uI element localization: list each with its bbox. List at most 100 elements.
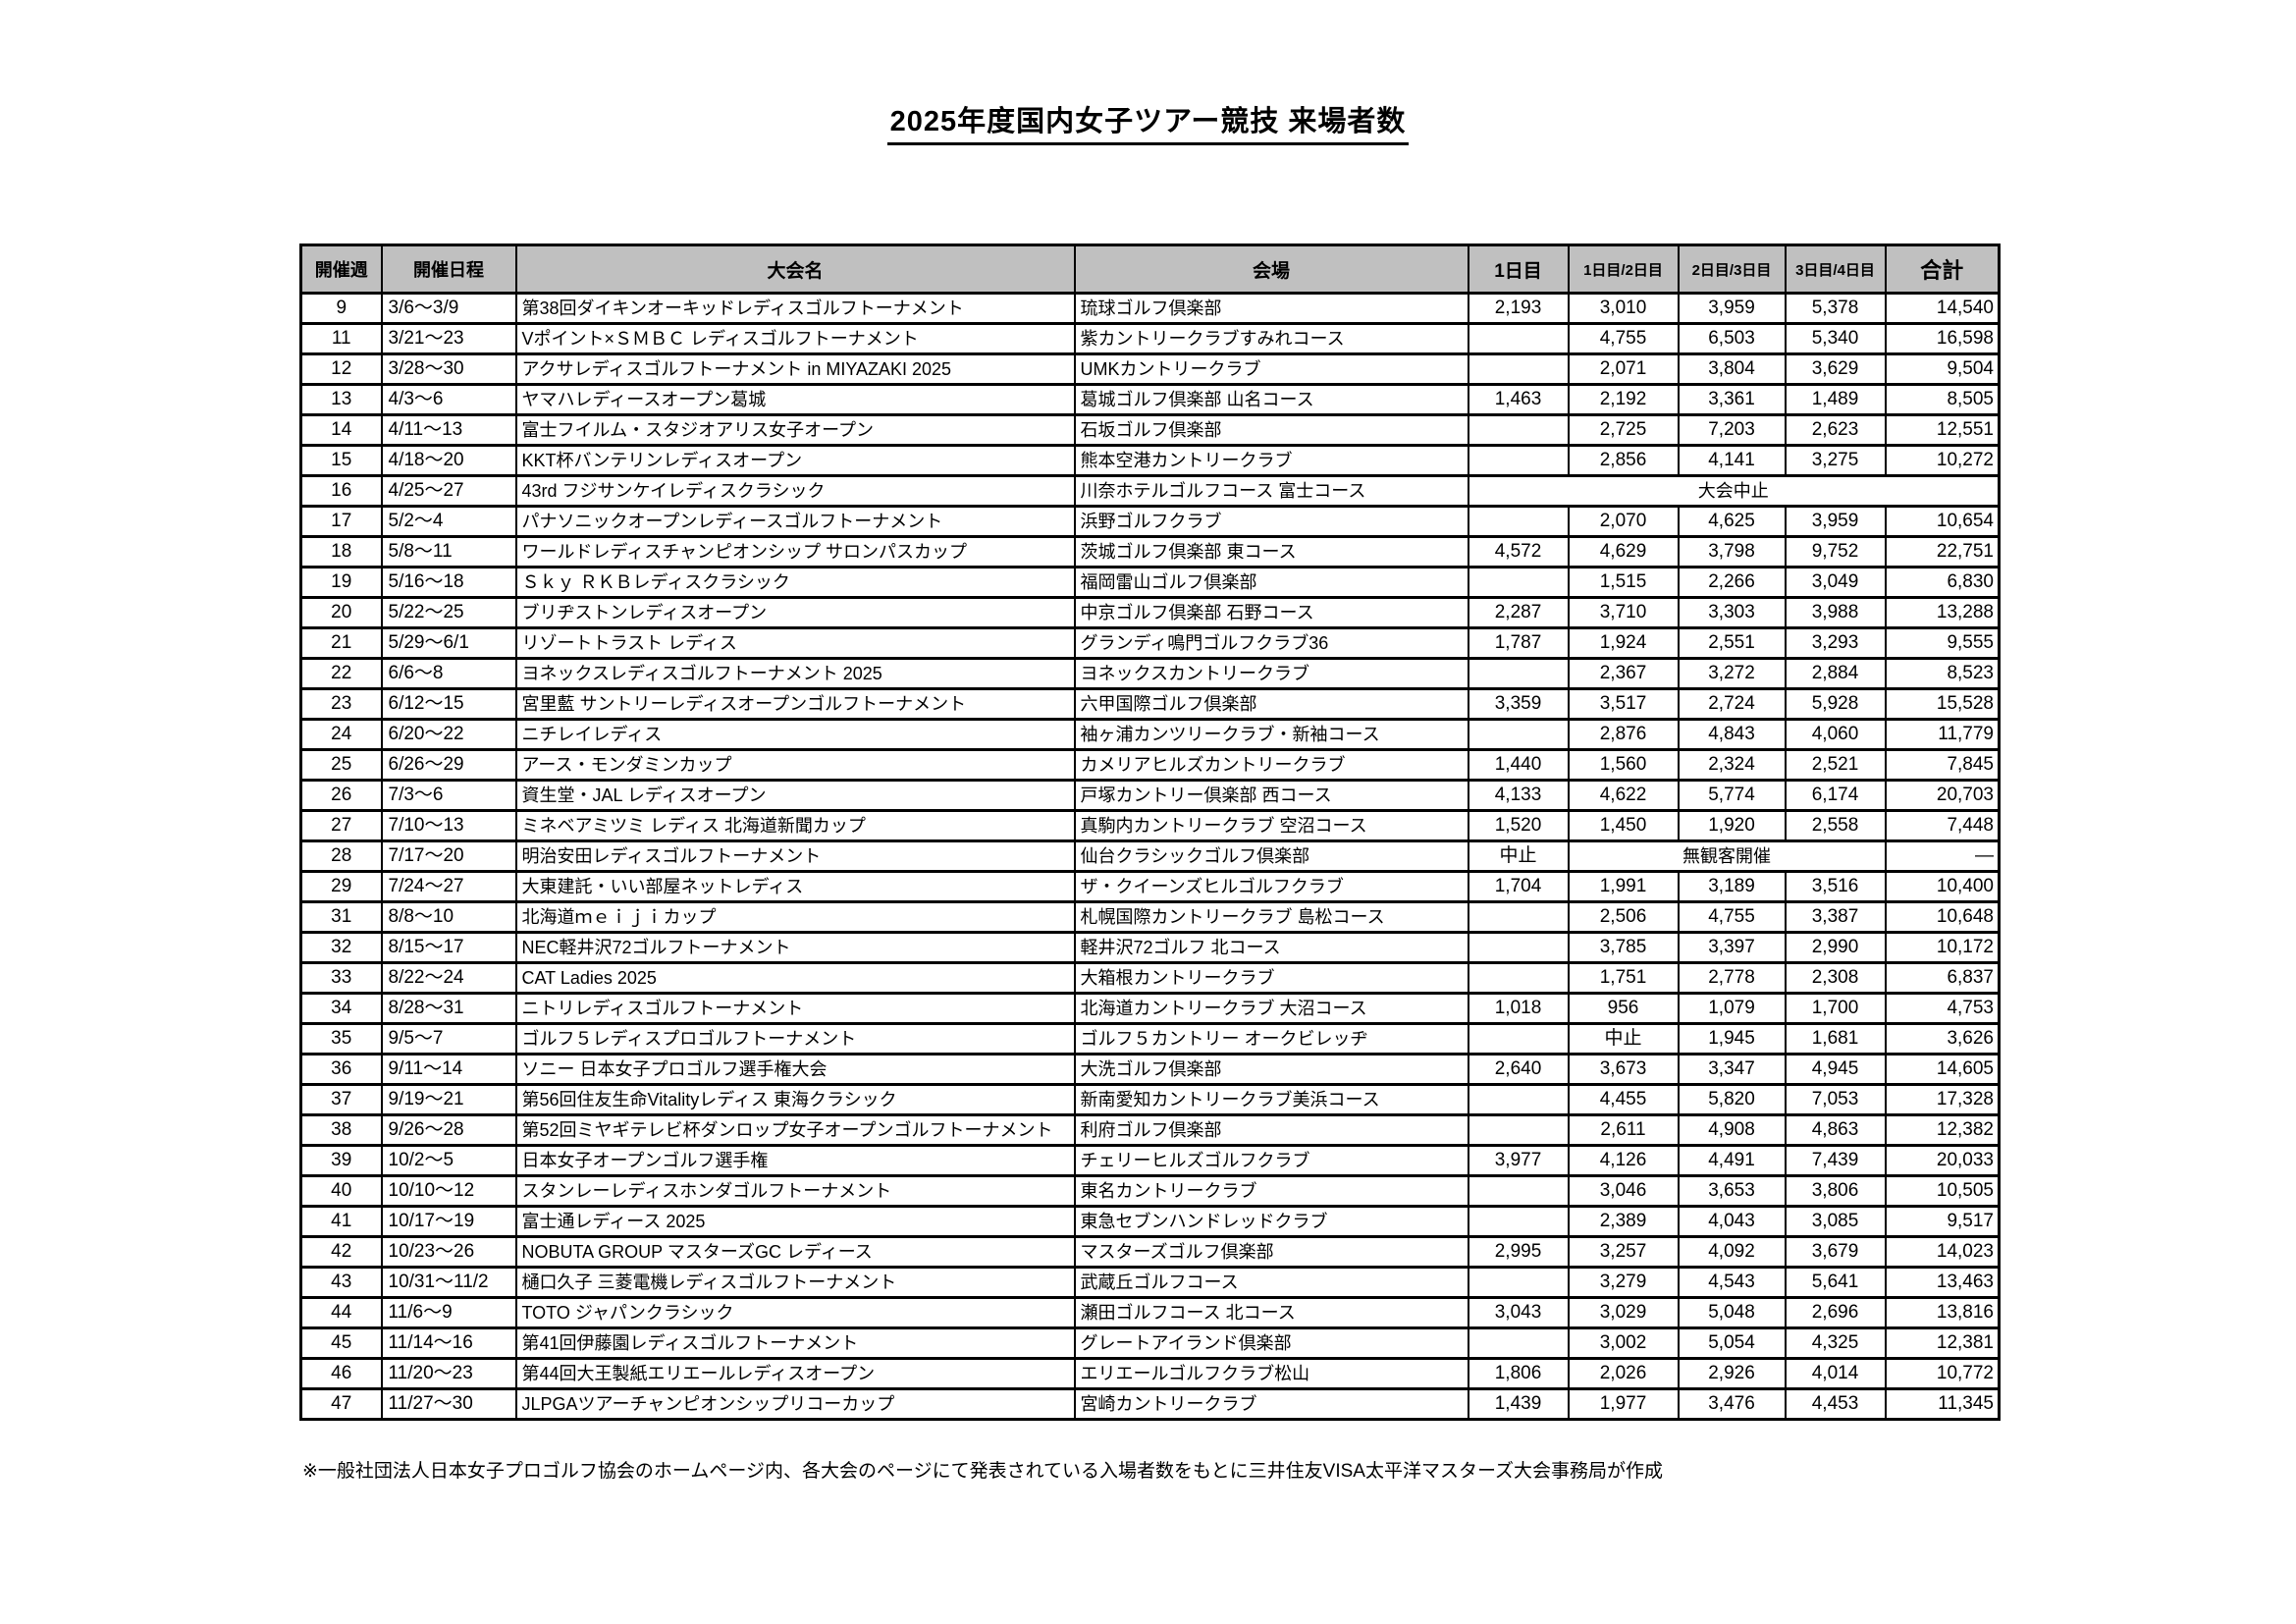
tournament-name-cell: TOTO ジャパンクラシック [514,1296,1076,1329]
venue-cell: 瀬田ゴルフコース 北コース [1073,1296,1469,1329]
dates-cell: 10/17～19 [380,1205,517,1238]
table-row: 16 4/25～27 43rd フジサンケイレディスクラシック 川奈ホテルゴルフコース… [299,474,2001,508]
day3-4-cell: 1,700 [1784,992,1887,1025]
canceled-note-cell: 大会中止 [1467,474,2001,508]
day1-2-cell: 2,725 [1567,413,1680,447]
day2-3-cell: 6,503 [1677,322,1787,355]
table-row: 35 9/5～7 ゴルフ５レディスプロゴルフトーナメント ゴルフ５カントリー オークビ… [299,1022,2001,1056]
day1-2-cell: 1,991 [1567,870,1680,903]
day3-4-cell: 3,679 [1784,1235,1887,1269]
week-cell: 29 [299,870,383,903]
week-cell: 23 [299,687,383,721]
day1-cell [1467,1205,1570,1238]
day1-cell [1467,1326,1570,1360]
day3-4-cell: 4,060 [1784,718,1887,751]
day2-3-cell: 4,092 [1677,1235,1787,1269]
day1-cell [1467,1022,1570,1056]
dates-cell: 10/23～26 [380,1235,517,1269]
week-cell: 46 [299,1357,383,1390]
tournament-name-cell: 富士フイルム・スタジオアリス女子オープン [514,413,1076,447]
day1-2-cell: 2,506 [1567,900,1680,934]
dates-cell: 5/22～25 [380,596,517,629]
dates-cell: 11/6～9 [380,1296,517,1329]
table-row: 19 5/16～18 Ｓｋｙ ＲＫＢレディスクラシック 福岡雷山ゴルフ倶楽部 1,515… [299,566,2001,599]
tournament-name-cell: ニトリレディスゴルフトーナメント [514,992,1076,1025]
day2-3-cell: 3,653 [1677,1174,1787,1208]
table-row: 37 9/19～21 第56回住友生命Vitalityレディス 東海クラシック 新南愛… [299,1083,2001,1116]
venue-cell: 浜野ゴルフクラブ [1073,505,1469,538]
day3-4-cell: 1,489 [1784,383,1887,416]
week-cell: 22 [299,657,383,690]
total-cell: 20,033 [1884,1144,2001,1177]
day1-cell: 1,018 [1467,992,1570,1025]
day1-2-cell: 2,192 [1567,383,1680,416]
dates-cell: 4/11～13 [380,413,517,447]
week-cell: 15 [299,444,383,477]
week-cell: 11 [299,322,383,355]
tournament-name-cell: 第52回ミヤギテレビ杯ダンロップ女子オープンゴルフトーナメント [514,1113,1076,1147]
day3-4-cell: 3,085 [1784,1205,1887,1238]
dates-cell: 5/29～6/1 [380,626,517,660]
table-row: 46 11/20～23 第44回大王製紙エリエールレディスオープン エリエールゴルフク… [299,1357,2001,1390]
tournament-name-cell: KKT杯バンテリンレディスオープン [514,444,1076,477]
venue-cell: 新南愛知カントリークラブ美浜コース [1073,1083,1469,1116]
day1-2-cell: 1,450 [1567,809,1680,842]
table-row: 18 5/8～11 ワールドレディスチャンピオンシップ サロンパスカップ 茨城ゴルフ倶… [299,535,2001,568]
venue-cell: 戸塚カントリー倶楽部 西コース [1073,779,1469,812]
total-cell: 20,703 [1884,779,2001,812]
header-day1: 1日目 [1467,244,1570,295]
week-cell: 25 [299,748,383,782]
tournament-name-cell: スタンレーレディスホンダゴルフトーナメント [514,1174,1076,1208]
venue-cell: エリエールゴルフクラブ松山 [1073,1357,1469,1390]
total-cell: ― [1884,839,2001,873]
dates-cell: 3/21～23 [380,322,517,355]
day3-4-cell: 3,275 [1784,444,1887,477]
venue-cell: 東急セブンハンドレッドクラブ [1073,1205,1469,1238]
day1-cell [1467,1266,1570,1299]
header-day1-2: 1日目/2日目 [1567,244,1680,295]
day1-cell: 1,439 [1467,1387,1570,1421]
tournament-name-cell: 第41回伊藤園レディスゴルフトーナメント [514,1326,1076,1360]
week-cell: 18 [299,535,383,568]
total-cell: 9,517 [1884,1205,2001,1238]
table-row: 39 10/2～5 日本女子オープンゴルフ選手権 チェリーヒルズゴルフクラブ 3,977… [299,1144,2001,1177]
venue-cell: 石坂ゴルフ倶楽部 [1073,413,1469,447]
dates-cell: 5/16～18 [380,566,517,599]
day3-4-cell: 5,340 [1784,322,1887,355]
day3-4-cell: 5,378 [1784,292,1887,325]
dates-cell: 7/10～13 [380,809,517,842]
dates-cell: 11/14～16 [380,1326,517,1360]
total-cell: 16,598 [1884,322,2001,355]
week-cell: 47 [299,1387,383,1421]
day2-3-cell: 4,625 [1677,505,1787,538]
table-row: 9 3/6～3/9 第38回ダイキンオーキッドレディスゴルフトーナメント 琉球ゴルフ倶… [299,292,2001,325]
venue-cell: チェリーヒルズゴルフクラブ [1073,1144,1469,1177]
total-cell: 6,830 [1884,566,2001,599]
tournament-name-cell: 第38回ダイキンオーキッドレディスゴルフトーナメント [514,292,1076,325]
tournament-name-cell: NOBUTA GROUP マスターズGC レディース [514,1235,1076,1269]
day1-2-cell: 中止 [1567,1022,1680,1056]
day1-cell [1467,900,1570,934]
day1-2-cell: 4,622 [1567,779,1680,812]
day1-cell [1467,505,1570,538]
tournament-name-cell: アクサレディスゴルフトーナメント in MIYAZAKI 2025 [514,352,1076,386]
day1-cell: 2,287 [1467,596,1570,629]
day1-cell: 1,463 [1467,383,1570,416]
day1-cell: 2,640 [1467,1053,1570,1086]
tournament-name-cell: Vポイント×ＳＭＢＣ レディスゴルフトーナメント [514,322,1076,355]
table-row: 27 7/10～13 ミネベアミツミ レディス 北海道新聞カップ 真駒内カントリークラ… [299,809,2001,842]
day1-cell [1467,961,1570,995]
venue-cell: 琉球ゴルフ倶楽部 [1073,292,1469,325]
week-cell: 24 [299,718,383,751]
day3-4-cell: 1,681 [1784,1022,1887,1056]
dates-cell: 10/31～11/2 [380,1266,517,1299]
table-row: 28 7/17～20 明治安田レディスゴルフトーナメント 仙台クラシックゴルフ倶楽部中… [299,839,2001,873]
table-row: 41 10/17～19 富士通レディース 2025 東急セブンハンドレッドクラブ 2,3… [299,1205,2001,1238]
day3-4-cell: 4,945 [1784,1053,1887,1086]
day1-2-cell: 1,924 [1567,626,1680,660]
tournament-name-cell: 第44回大王製紙エリエールレディスオープン [514,1357,1076,1390]
day1-cell [1467,444,1570,477]
day1-2-cell: 4,629 [1567,535,1680,568]
day2-3-cell: 3,804 [1677,352,1787,386]
header-total: 合計 [1884,244,2001,295]
